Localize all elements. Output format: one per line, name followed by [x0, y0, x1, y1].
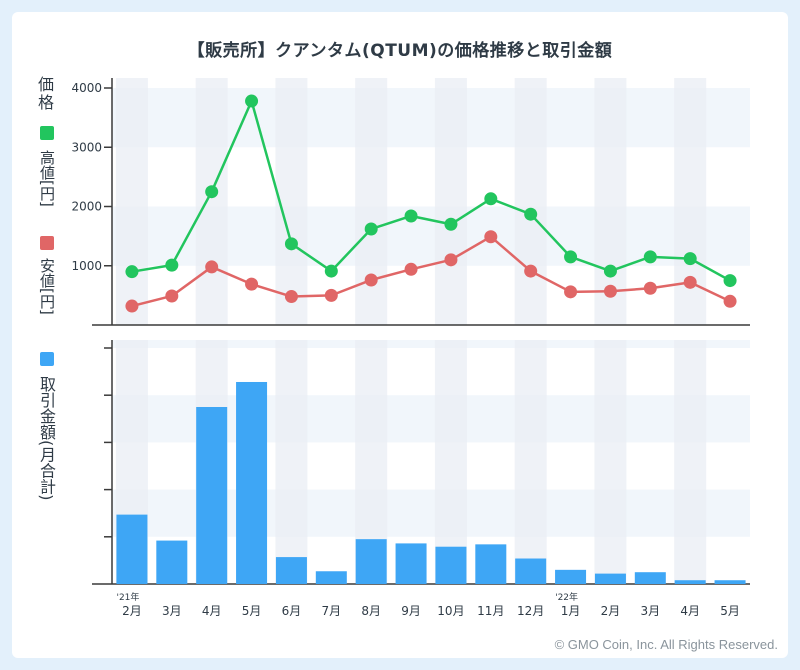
volume-bar [116, 514, 148, 584]
volume-bar [674, 580, 706, 584]
low-price-point [524, 264, 538, 278]
volume-bar [714, 580, 746, 584]
volume-bar [515, 558, 547, 584]
x-tick-label: 11月 [477, 604, 504, 618]
low-price-point [324, 288, 338, 302]
x-tick-label: 8月 [361, 604, 381, 618]
volume-legend-swatch [40, 352, 54, 366]
x-tick-label: 10月 [437, 604, 464, 618]
volume-bar [275, 557, 307, 584]
copyright-text: © GMO Coin, Inc. All Rights Reserved. [554, 637, 778, 652]
low-legend-swatch [40, 236, 54, 250]
volume-grid-band [112, 340, 750, 348]
price-grid-stripe [434, 78, 467, 325]
x-tick-label: 6月 [282, 604, 302, 618]
volume-grid-stripe [434, 340, 467, 584]
x-tick-label: 7月 [321, 604, 341, 618]
volume-bar [435, 546, 467, 584]
low-price-point [364, 273, 378, 287]
high-price-point [245, 94, 259, 108]
volume-grid-stripe [275, 340, 308, 584]
high-price-point [643, 250, 657, 264]
low-price-point [404, 262, 418, 276]
high-price-point [484, 192, 498, 206]
volume-bar [475, 544, 507, 584]
high-price-point [603, 264, 617, 278]
x-tick-label: 4月 [202, 604, 222, 618]
low-price-point [643, 281, 657, 295]
high-price-point [564, 250, 578, 264]
low-price-point [723, 294, 737, 308]
x-tick-label: 12月 [517, 604, 544, 618]
volume-grid-stripe [594, 340, 627, 584]
high-price-point [444, 217, 458, 231]
volume-bar [594, 573, 626, 584]
volume-bar [315, 571, 347, 584]
x-tick-label: 5月 [720, 604, 740, 618]
price-y-tick-label: 2000 [71, 200, 102, 214]
price-axis-title: 価格 [35, 76, 54, 112]
volume-grid-stripe [514, 340, 547, 584]
x-tick-label: 3月 [162, 604, 182, 618]
high-price-point [324, 264, 338, 278]
volume-grid-stripe [674, 340, 707, 584]
high-price-point [125, 265, 139, 279]
high-price-point [683, 252, 697, 266]
x-tick-label: 1月 [561, 604, 581, 618]
volume-legend-label: 取引金額(月合計) [37, 376, 56, 501]
price-y-tick-label: 3000 [71, 140, 102, 154]
high-price-line [131, 99, 731, 282]
volume-bar [395, 543, 427, 584]
x-tick-label: 2月 [122, 604, 142, 618]
x-tick-label: 2月 [601, 604, 621, 618]
low-price-point [683, 275, 697, 289]
volume-bar [355, 539, 387, 584]
volume-bar [236, 381, 268, 584]
x-tick-label: 3月 [640, 604, 660, 618]
volume-bar [555, 569, 587, 584]
high-price-point [205, 185, 219, 199]
price-grid-stripe [594, 78, 627, 325]
low-price-line [131, 235, 731, 308]
chart-title: 【販売所】クアンタム(QTUM)の価格推移と取引金額 [187, 41, 613, 61]
volume-bar [196, 407, 228, 584]
volume-bar [156, 540, 188, 584]
price-grid-stripe [115, 78, 148, 325]
x-year-label: '22年 [555, 591, 578, 603]
low-price-point [165, 289, 179, 303]
x-tick-label: 5月 [242, 604, 262, 618]
x-year-label: '21年 [116, 591, 139, 603]
low-price-point [205, 260, 219, 274]
high-price-point [165, 258, 179, 272]
x-tick-label: 4月 [680, 604, 700, 618]
price-grid-stripe [355, 78, 388, 325]
high-price-point [524, 207, 538, 221]
low-price-point [125, 299, 139, 313]
price-grid-stripe [514, 78, 547, 325]
price-y-tick-label: 4000 [71, 81, 102, 95]
high-legend-label: 高値[円] [38, 150, 56, 207]
low-price-point [245, 277, 259, 291]
low-price-point [603, 284, 617, 298]
low-legend-label: 安値[円] [38, 258, 56, 315]
low-price-point [284, 290, 298, 304]
high-legend-swatch [40, 126, 54, 140]
high-price-point [364, 222, 378, 236]
volume-bar [634, 572, 666, 584]
price-y-tick-label: 1000 [71, 259, 102, 273]
high-price-point [723, 274, 737, 288]
price-grid-stripe [195, 78, 228, 325]
low-price-point [564, 285, 578, 299]
low-price-point [484, 230, 498, 244]
low-price-point [444, 253, 458, 267]
x-tick-label: 9月 [401, 604, 421, 618]
high-price-point [404, 209, 418, 223]
high-price-point [284, 237, 298, 251]
